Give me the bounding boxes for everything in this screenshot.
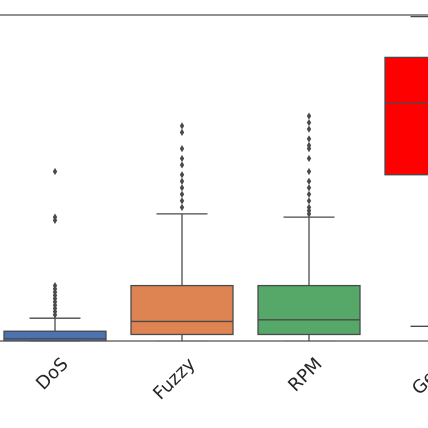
outlier-dos-9	[52, 281, 58, 290]
box-group-rpm	[257, 112, 361, 342]
outlier-fuzzy-3	[179, 184, 185, 192]
outlier-fuzzy-2	[179, 190, 185, 198]
x-tick-label-dos: DoS	[32, 354, 73, 395]
outlier-rpm-13	[306, 118, 312, 127]
outlier-fuzzy-9	[179, 128, 185, 136]
box-fuzzy	[130, 284, 234, 336]
outlier-rpm-7	[306, 167, 312, 176]
outlier-rpm-5	[306, 184, 312, 192]
outlier-rpm-4	[306, 190, 312, 198]
outlier-dos-12	[52, 167, 58, 176]
outlier-fuzzy-5	[179, 171, 185, 179]
outlier-rpm-10	[306, 141, 312, 149]
box-group-fuzzy	[130, 122, 234, 342]
outlier-dos-11	[52, 213, 58, 221]
x-tick-label-fuzzy: Fuzzy	[149, 353, 200, 404]
outlier-fuzzy-6	[179, 161, 185, 169]
outlier-fuzzy-1	[179, 197, 185, 205]
box-gear	[384, 56, 428, 176]
outlier-rpm-2	[306, 203, 312, 211]
x-tick-labels: DoS Fuzzy RPM Gear	[32, 353, 428, 404]
outlier-fuzzy-4	[179, 177, 185, 185]
outlier-rpm-8	[306, 154, 312, 163]
outlier-fuzzy-10	[179, 122, 185, 130]
outlier-rpm-11	[306, 135, 312, 143]
outlier-rpm-14	[306, 112, 312, 120]
outlier-fuzzy-7	[179, 154, 185, 163]
x-tick-label-rpm: RPM	[284, 354, 326, 396]
boxes-layer	[3, 15, 428, 342]
outlier-rpm-12	[306, 125, 312, 133]
outlier-fuzzy-0	[179, 203, 185, 211]
box-group-dos	[3, 167, 107, 342]
box-rpm	[257, 284, 361, 336]
box-dos	[3, 330, 107, 342]
outlier-rpm-3	[306, 197, 312, 205]
outlier-rpm-6	[306, 177, 312, 185]
box-group-gear	[384, 15, 428, 327]
outlier-fuzzy-8	[179, 145, 185, 153]
x-tick-label-gear: Gear	[408, 353, 428, 399]
